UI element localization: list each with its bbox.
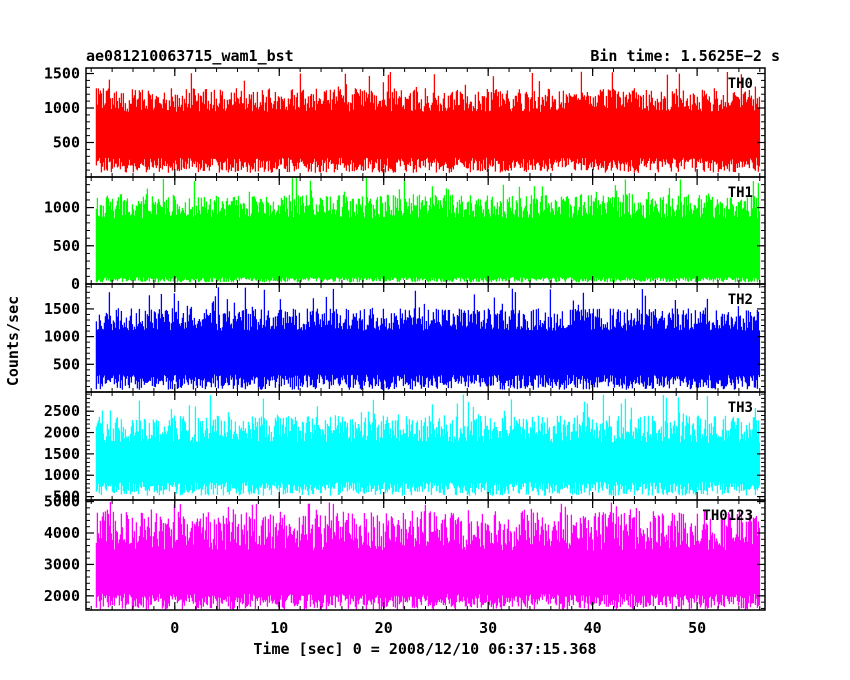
panel-th3: 500 1000 1500 2000 2500 TH3 <box>44 391 766 506</box>
bin-time-label: Bin time: 1.5625E−2 s <box>590 47 780 65</box>
panel-th2: 500 1000 1500 TH2 <box>44 283 766 393</box>
series-th0 <box>95 71 761 173</box>
x-axis: 0 10 20 30 40 50 <box>170 619 706 637</box>
panel-th0: 500 1000 1500 TH0 <box>44 65 766 178</box>
panel-label-th3: TH3 <box>728 400 753 416</box>
y-tick-label: 2000 <box>44 424 80 442</box>
y-tick-label: 1000 <box>44 199 80 217</box>
series-th1 <box>95 177 761 283</box>
x-tick-label: 20 <box>375 619 393 637</box>
x-axis-label: Time [sec] 0 = 2008/12/10 06:37:15.368 <box>253 640 596 658</box>
y-tick-label: 1000 <box>44 328 80 346</box>
y-tick-label: 4000 <box>44 524 80 542</box>
y-tick-label: 500 <box>53 134 80 152</box>
x-tick-label: 30 <box>479 619 497 637</box>
y-tick-label: 2500 <box>44 402 80 420</box>
x-tick-label: 50 <box>688 619 706 637</box>
y-tick-label: 1500 <box>44 445 80 463</box>
panel-label-th0: TH0 <box>728 76 753 92</box>
y-tick-label: 5000 <box>44 493 80 511</box>
x-tick-label: 40 <box>584 619 602 637</box>
y-tick-label: 500 <box>53 237 80 255</box>
panel-th0123: 2000 3000 4000 5000 TH0123 <box>44 493 766 611</box>
x-tick-label: 0 <box>170 619 179 637</box>
y-tick-label: 1000 <box>44 99 80 117</box>
x-tick-label: 10 <box>270 619 288 637</box>
y-tick-label: 0 <box>71 275 80 293</box>
series-th2 <box>95 287 761 390</box>
y-tick-label: 2000 <box>44 587 80 605</box>
y-tick-label: 1500 <box>44 65 80 83</box>
y-axis-label: Counts/sec <box>4 296 22 386</box>
y-tick-label: 500 <box>53 488 80 506</box>
chart-title: ae081210063715_wam1_bst <box>86 47 294 65</box>
y-tick-label: 500 <box>53 355 80 373</box>
panel-label-th1: TH1 <box>728 185 753 201</box>
y-tick-label: 3000 <box>44 555 80 573</box>
series-th0123 <box>95 502 761 610</box>
series-th3 <box>95 394 761 496</box>
panel-th1: 0 500 1000 TH1 <box>44 176 766 293</box>
y-tick-label: 1000 <box>44 466 80 484</box>
panel-label-th0123: TH0123 <box>702 508 753 524</box>
panel-label-th2: TH2 <box>728 292 753 308</box>
y-tick-label: 1500 <box>44 300 80 318</box>
